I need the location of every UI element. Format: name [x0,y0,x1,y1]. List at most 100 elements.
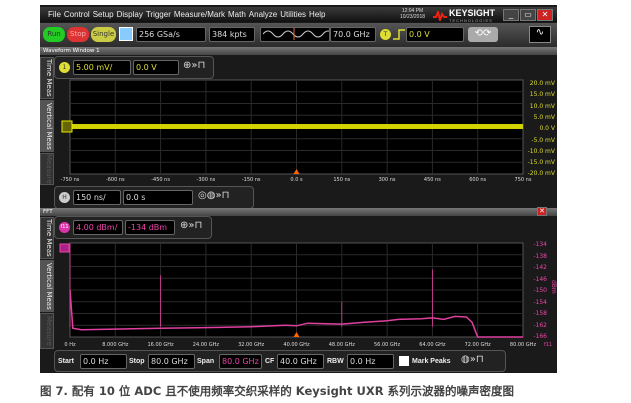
keysight-logo: KEYSIGHT TECHNOLOGIES [433,8,495,23]
span-field[interactable]: 80.0 GHz [219,354,262,369]
time-y-tick-label: -10.0 mV [527,147,555,155]
trigger-level-field[interactable]: 0.0 V [406,27,464,42]
waveform-overview-icon [262,28,329,40]
mark-peaks-checkbox[interactable] [399,356,409,366]
channel1-scale-field[interactable]: 5.00 mV/ [73,60,131,75]
time-y-tick-label: -5.0 mV [531,136,555,144]
time-domain-plot [61,79,524,175]
fft-x-tick-label: 0 Hz [64,342,76,348]
time-x-tick-label: -300 ns [196,177,216,183]
maximize-button[interactable]: ▭ [520,9,536,21]
stop-label: Stop [129,358,145,365]
channel1-badge[interactable]: 1 [59,62,70,73]
fft-tab-measure[interactable]: Measure [40,313,54,349]
fft-unit-label: dBm [550,280,557,294]
time-x-tick-label: 0.0 s [290,177,303,183]
span-label: Span [197,358,215,365]
fft-close-button[interactable]: ✕ [537,207,547,216]
fft-scale-field[interactable]: 4.00 dBm/ [73,220,123,235]
mark-peaks-label: Mark Peaks [412,358,451,365]
fft-y-tick-label: -138 [533,252,547,260]
figure-caption: 图 7. 配有 10 位 ADC 且不使用频率交织采样的 Keysight UX… [40,384,515,398]
fft-x-tick-label: 64.00 GHz [419,342,446,348]
menu-file[interactable]: File [48,10,61,19]
trigger-badge[interactable]: T [380,29,391,40]
zoom-expand-pin-icon[interactable]: ◎◍»⊓ [198,190,230,201]
menu-measure-mark[interactable]: Measure/Mark [173,10,225,19]
horizontal-scale-field[interactable]: 150 ns/ [73,190,121,205]
channel1-ground-marker [61,120,73,133]
fft-y-tick-label: -134 [533,241,547,248]
horizontal-badge[interactable]: H [59,192,70,203]
fft-x-tick-label: 32.00 GHz [238,342,265,348]
menu-display[interactable]: Display [116,10,143,19]
time-x-tick-label: 150 ns [333,177,351,183]
close-button[interactable]: ✕ [537,9,553,21]
keysight-wave-icon [433,10,447,21]
fft-x-tick-label: 56.00 GHz [374,342,401,348]
menu-trigger[interactable]: Trigger [145,10,171,19]
fft-span-control: Start 0.0 Hz Stop 80.0 GHz Span 80.0 GHz… [54,350,506,372]
tab-vertical-meas[interactable]: Vertical Meas [40,100,54,152]
single-button[interactable]: Single [91,27,116,42]
time-y-tick-label: -15.0 mV [527,159,555,167]
time-x-tick-label: -600 ns [105,177,125,183]
run-button[interactable]: Run [43,27,65,42]
menu-math[interactable]: Math [228,10,246,19]
minimize-button[interactable]: _ [503,9,519,21]
bandwidth-field[interactable]: 70.0 GHz [330,27,376,42]
undo-redo-button[interactable]: ⟲⟳ [468,27,498,42]
time-x-tick-label: 750 ns [514,177,532,183]
fft-trace [69,289,523,338]
time-y-tick-label: 0.0 V [539,125,555,133]
brand-name: KEYSIGHT [449,8,496,18]
fft-offset-field[interactable]: -134 dBm [125,220,175,235]
fft-x-tick-label: 16.00 GHz [147,342,174,348]
time-y-tick-label: 10.0 mV [529,102,555,110]
menu-utilities[interactable]: Utilities [280,10,307,19]
fft-x-tick-label: 48.00 GHz [328,342,355,348]
stop-button[interactable]: Stop [67,27,89,42]
menu-setup[interactable]: Setup [92,10,114,19]
stop-field[interactable]: 80.0 GHz [148,354,195,369]
fft-plot [59,242,524,338]
rising-edge-icon[interactable] [393,29,405,40]
menu-analyze[interactable]: Analyze [248,10,278,19]
settings-expand-pin-icon[interactable]: ◍»⊓ [461,354,484,365]
fft-add-expand-pin-icon[interactable]: ⊕»⊓ [180,220,203,231]
oscilloscope-window: File Control Setup Display Trigger Measu… [40,5,557,373]
add-expand-pin-icon[interactable]: ⊕»⊓ [183,60,206,71]
channel1-offset-field[interactable]: 0.0 V [133,60,179,75]
touch-mode-icon[interactable]: ∿ [529,26,551,43]
sample-rate-field[interactable]: 256 GSa/s [136,27,206,42]
start-field[interactable]: 0.0 Hz [80,354,127,369]
cf-field[interactable]: 40.0 GHz [277,354,324,369]
tab-measure[interactable]: Measure [40,153,54,185]
fft-y-tick-label: -142 [533,264,547,271]
menu-help[interactable]: Help [309,10,326,19]
time-y-tick-label: 5.0 mV [533,113,555,121]
waveform-window-header: Waveform Window 1 [40,47,557,55]
fft-x-tick-label: 72.00 GHz [464,342,491,348]
center-frequency-marker [293,332,300,337]
rbw-label: RBW [327,358,344,365]
fft-x-tick-label: 24.00 GHz [192,342,219,348]
fft-tab-vertical-meas[interactable]: Vertical Meas [40,260,54,312]
trigger-position-marker [293,169,300,174]
fft-control: f11 4.00 dBm/ -134 dBm ⊕»⊓ [54,216,212,239]
tab-time-meas[interactable]: Time Meas [40,57,54,99]
fft-tab-time-meas[interactable]: Time Meas [40,217,54,259]
time-x-tick-label: -750 ns [60,177,80,183]
rbw-field[interactable]: 0.0 Hz [347,354,394,369]
autoscale-icon[interactable] [119,27,133,41]
channel1-trace [70,124,523,129]
channel1-control: 1 5.00 mV/ 0.0 V ⊕»⊓ [54,56,214,79]
horizontal-position-field[interactable]: 0.0 s [123,190,193,205]
fft-badge[interactable]: f11 [59,222,70,233]
timebase-overview[interactable] [260,27,330,42]
memory-depth-field[interactable]: 384 kpts [209,27,255,42]
menu-control[interactable]: Control [63,10,90,19]
fft-y-tick-label: -154 [533,298,547,306]
fft-window-header: FFT [40,208,557,216]
time-x-tick-label: -450 ns [151,177,170,183]
